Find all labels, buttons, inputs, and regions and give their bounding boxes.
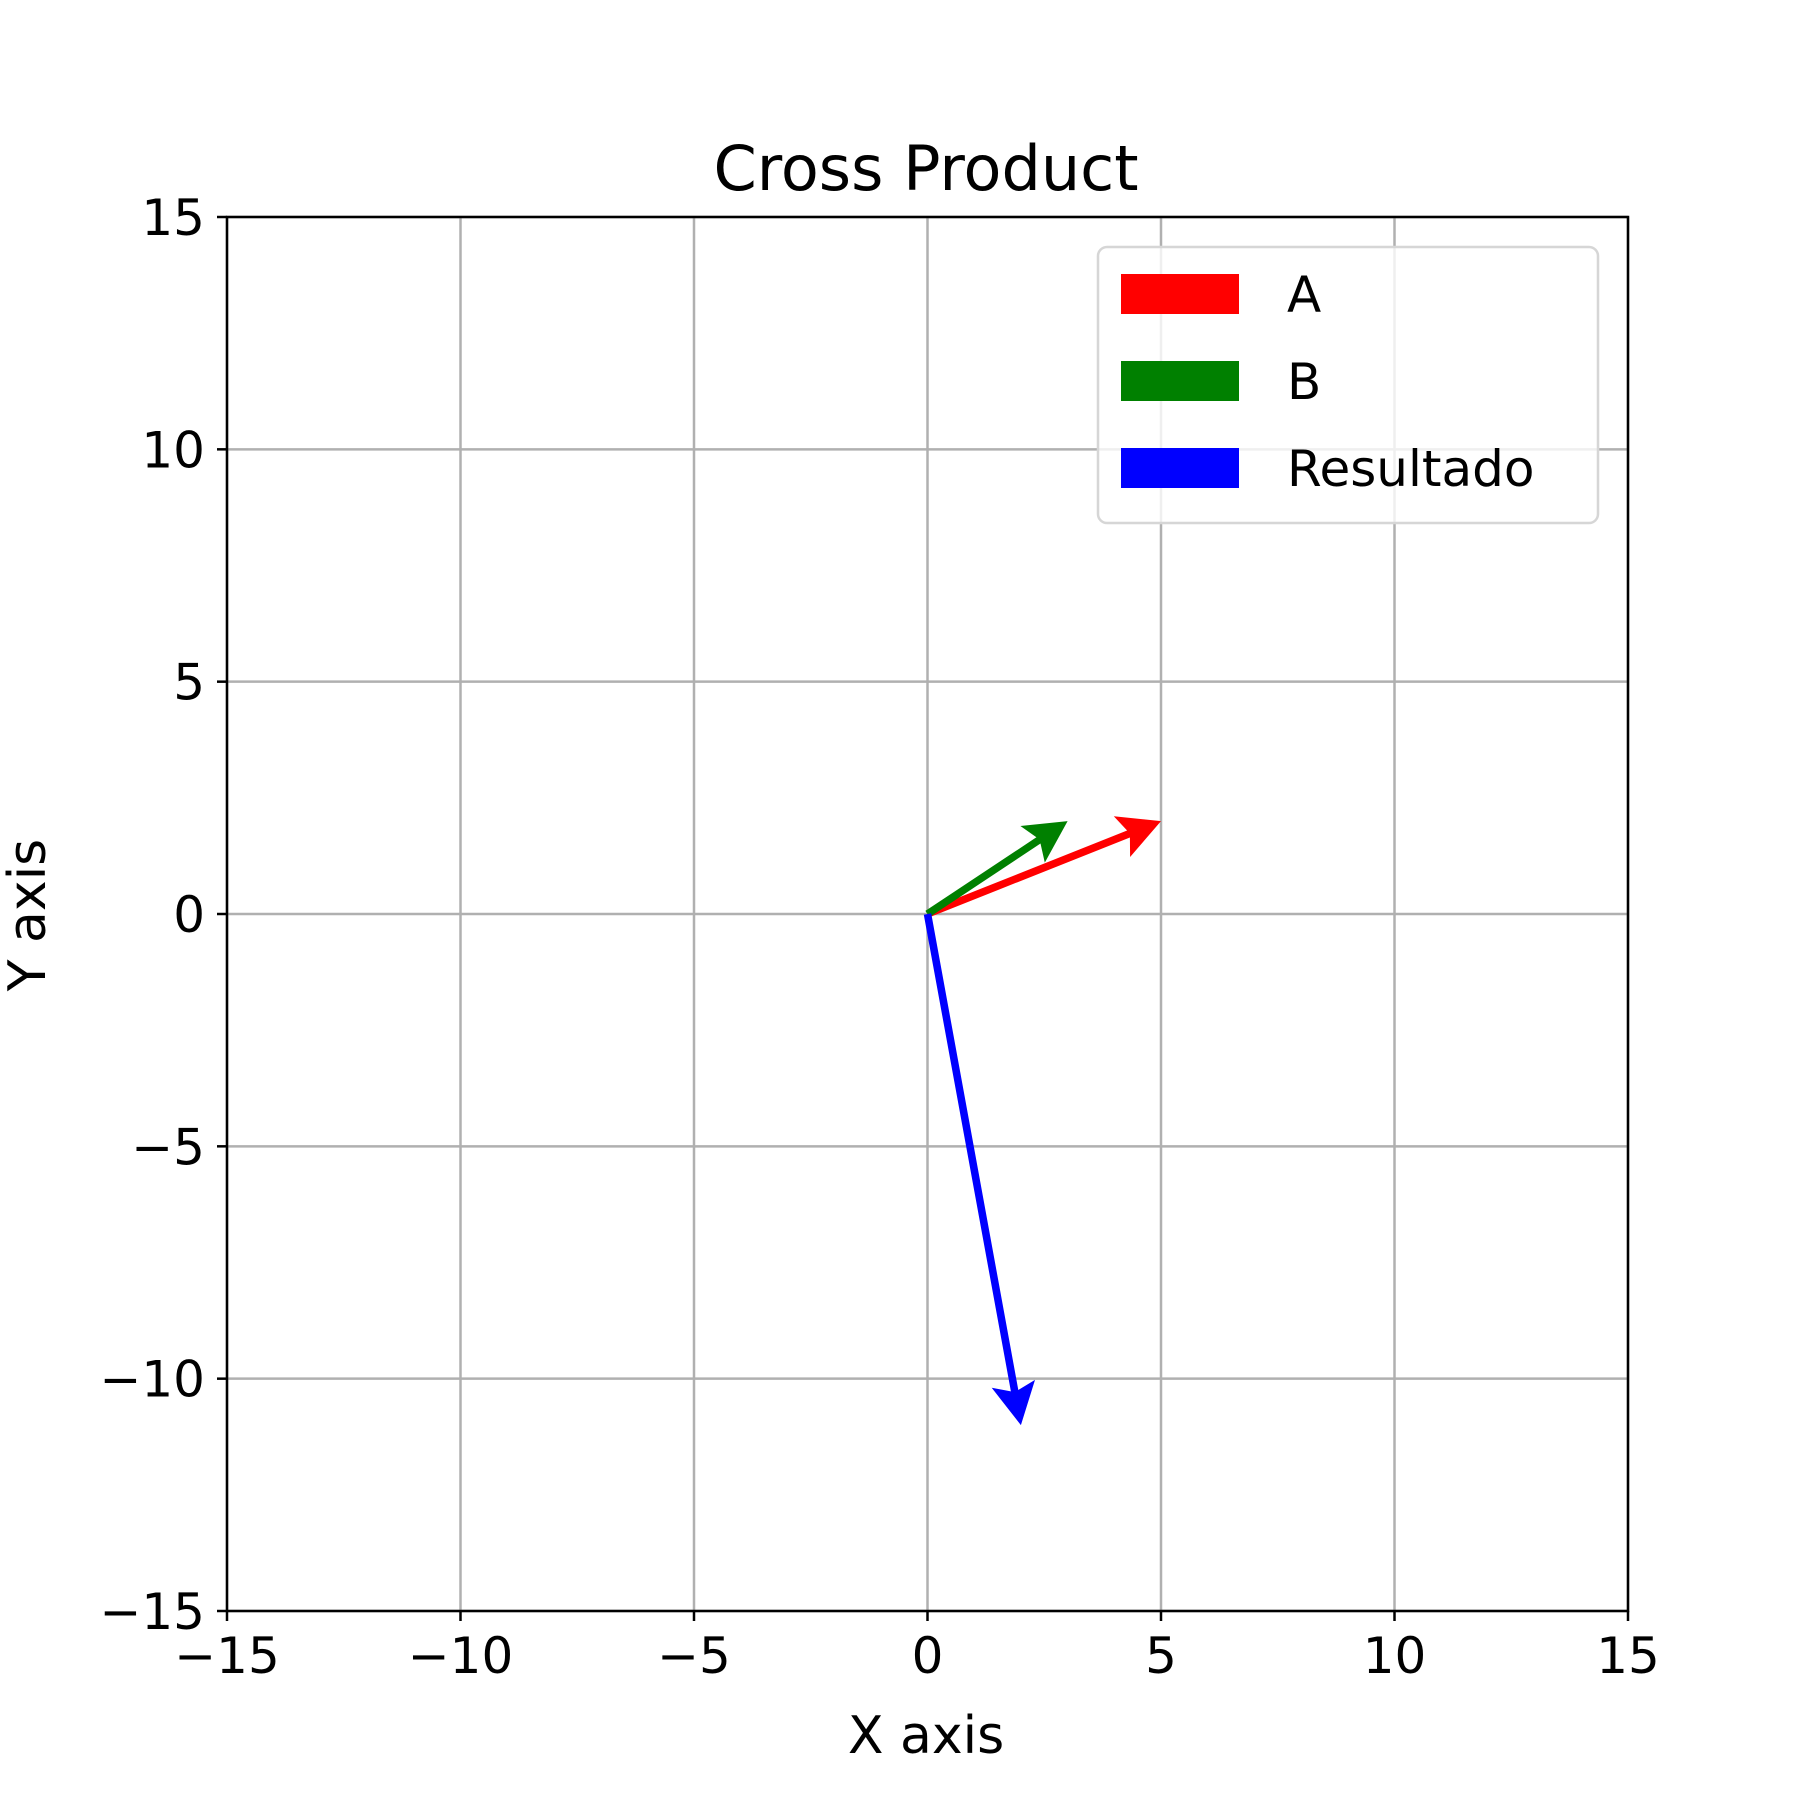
legend-label: B — [1287, 353, 1321, 411]
y-tick-label: −5 — [131, 1118, 205, 1176]
y-axis-label: Y axis — [0, 839, 58, 992]
legend-swatch — [1121, 274, 1239, 314]
y-tick-label: −10 — [99, 1351, 205, 1409]
vector-b-arrow — [925, 821, 1068, 918]
tick-marks — [217, 215, 1630, 1621]
y-tick-label: 10 — [141, 421, 205, 479]
x-tick-label: 15 — [1596, 1627, 1660, 1685]
legend-swatch — [1121, 448, 1239, 488]
x-tick-label: −5 — [657, 1627, 731, 1685]
x-tick-label: 5 — [1145, 1627, 1177, 1685]
chart-title: Cross Product — [713, 132, 1138, 205]
x-tick-label: 0 — [912, 1627, 944, 1685]
x-axis-label: X axis — [848, 1706, 1004, 1766]
x-tick-label: −15 — [174, 1627, 280, 1685]
legend-label: Resultado — [1287, 440, 1534, 498]
y-tick-label: 15 — [141, 189, 205, 247]
x-tick-label: 10 — [1363, 1627, 1427, 1685]
legend-swatch — [1121, 361, 1239, 401]
y-tick-label: 0 — [173, 886, 205, 944]
legend: AB Resultado — [1096, 245, 1600, 525]
tick-labels: −15 −10 −5 0 5 10 15 −15 −10 −5 0 5 10 15 — [99, 189, 1659, 1685]
vector-a-arrow — [926, 816, 1161, 918]
vector-arrows — [923, 816, 1161, 1426]
y-tick-label: −15 — [99, 1583, 205, 1641]
legend-label: A — [1287, 266, 1321, 324]
x-tick-label: −10 — [408, 1627, 514, 1685]
vector-resultado-arrow — [923, 913, 1035, 1426]
y-tick-label: 5 — [173, 654, 205, 712]
